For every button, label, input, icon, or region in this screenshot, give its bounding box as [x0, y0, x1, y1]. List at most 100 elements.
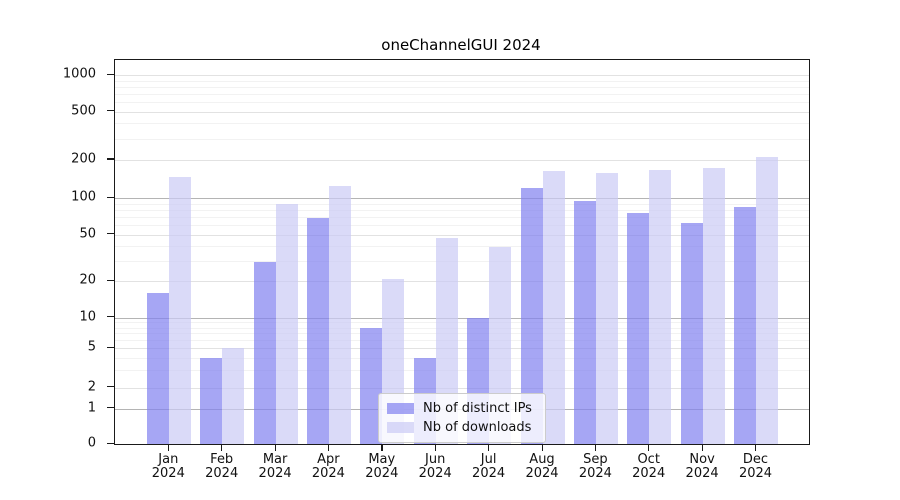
bar-distinct-ips-feb: [200, 357, 223, 444]
y-tick-label-1: 1: [87, 400, 96, 415]
gridline-y-300: [115, 138, 809, 140]
x-tick-aug: [541, 444, 543, 451]
gridline-y-200: [115, 159, 809, 161]
x-tick-feb: [221, 444, 223, 451]
x-tick-apr: [327, 444, 330, 451]
x-tick-oct: [648, 444, 650, 451]
x-tick-label-jun: Jun 2024: [418, 452, 452, 482]
x-tick-dec: [755, 444, 757, 451]
bar-distinct-ips-apr: [306, 217, 329, 444]
y-tick-label-10: 10: [79, 309, 96, 325]
y-tick-label-2: 2: [87, 379, 96, 395]
y-tick-label-50: 50: [79, 226, 96, 241]
y-tick-2: [107, 386, 114, 388]
gridline-y-3: [115, 370, 809, 372]
gridline-y-50: [115, 234, 809, 236]
y-tick-label-20: 20: [79, 272, 96, 288]
x-tick-jul: [488, 444, 490, 451]
y-tick-0: [107, 442, 114, 444]
y-tick-label-5: 5: [87, 339, 96, 355]
bar-downloads-feb: [222, 348, 245, 444]
y-tick-5: [107, 346, 114, 348]
x-tick-label-may: May 2024: [365, 452, 399, 482]
bar-distinct-ips-dec: [734, 207, 756, 444]
bar-distinct-ips-aug: [520, 188, 543, 444]
x-tick-label-nov: Nov 2024: [685, 452, 719, 482]
y-tick-500: [107, 110, 114, 112]
legend-label-distinct-ips: Nb of distinct IPs: [423, 401, 532, 416]
gridline-y-7: [115, 333, 809, 335]
bar-distinct-ips-nov: [680, 223, 703, 444]
gridline-y-800: [115, 86, 809, 88]
y-tick-label-1000: 1000: [62, 66, 96, 82]
gridline-y-6: [115, 340, 809, 342]
bar-downloads-oct: [649, 169, 672, 444]
gridline-y-70: [115, 216, 809, 218]
x-tick-label-jul: Jul 2024: [472, 452, 506, 482]
bar-downloads-aug: [542, 170, 565, 444]
gridline-y-40: [115, 245, 809, 247]
y-tick-100: [107, 196, 114, 198]
gridline-y-700: [115, 93, 809, 95]
legend: Nb of distinct IPs Nb of downloads: [378, 393, 546, 443]
x-tick-label-dec: Dec 2024: [738, 452, 773, 482]
legend-swatch-downloads: [387, 422, 414, 433]
x-tick-label-mar: Mar 2024: [258, 452, 292, 482]
gridline-y-500: [115, 111, 809, 113]
x-tick-jun: [434, 444, 436, 451]
gridline-y-900: [115, 80, 809, 82]
y-tick-1: [107, 407, 114, 409]
bar-distinct-ips-mar: [253, 262, 276, 444]
legend-swatch-distinct-ips: [387, 403, 414, 414]
y-tick-10: [107, 316, 114, 318]
x-tick-label-apr: Apr 2024: [311, 452, 345, 482]
gridline-y-30: [115, 260, 809, 262]
y-tick-label-200: 200: [71, 151, 96, 167]
gridline-y-10: [115, 317, 809, 319]
x-tick-label-feb: Feb 2024: [205, 452, 239, 482]
gridline-y-20: [115, 281, 809, 283]
legend-item-downloads: Nb of downloads: [387, 418, 537, 437]
gridline-y-100: [115, 198, 809, 199]
x-tick-nov: [701, 444, 703, 451]
y-tick-label-500: 500: [71, 103, 96, 119]
gridline-y-9: [115, 322, 809, 324]
y-tick-label-0: 0: [87, 435, 96, 451]
gridline-y-60: [115, 224, 809, 226]
bar-downloads-nov: [702, 168, 725, 444]
x-tick-label-sep: Sep 2024: [578, 452, 612, 482]
bar-distinct-ips-jan: [146, 292, 169, 444]
bar-downloads-jun: [435, 237, 458, 444]
gridline-y-5: [115, 348, 809, 350]
legend-label-downloads: Nb of downloads: [423, 420, 532, 435]
x-tick-may: [381, 444, 383, 451]
y-tick-label-100: 100: [71, 189, 96, 205]
gridline-y-600: [115, 101, 809, 103]
bar-downloads-apr: [328, 185, 351, 444]
legend-item-distinct-ips: Nb of distinct IPs: [387, 399, 537, 418]
y-tick-1000: [107, 73, 114, 75]
plot-area: Nb of distinct IPs Nb of downloads: [114, 59, 810, 445]
x-tick-label-jan: Jan 2024: [151, 452, 185, 482]
y-tick-50: [107, 233, 114, 235]
bar-downloads-jan: [168, 177, 191, 444]
gridline-y-90: [115, 203, 809, 205]
bar-downloads-sep: [595, 172, 618, 444]
gridline-y-1000: [115, 75, 809, 76]
bar-distinct-ips-sep: [573, 200, 596, 444]
gridline-y-2: [115, 387, 809, 389]
bar-downloads-mar: [275, 203, 298, 444]
x-tick-label-aug: Aug 2024: [525, 452, 559, 482]
bar-downloads-dec: [756, 157, 778, 444]
y-tick-20: [107, 279, 114, 281]
bar-distinct-ips-oct: [627, 213, 650, 444]
gridline-y-8: [115, 327, 809, 329]
gridline-y-4: [115, 357, 809, 359]
x-tick-label-oct: Oct 2024: [632, 452, 666, 482]
chart-title: oneChannelGUI 2024: [381, 36, 541, 54]
x-tick-mar: [274, 444, 276, 451]
x-tick-sep: [594, 444, 597, 451]
gridline-y-80: [115, 209, 809, 211]
gridline-y-400: [115, 123, 809, 125]
